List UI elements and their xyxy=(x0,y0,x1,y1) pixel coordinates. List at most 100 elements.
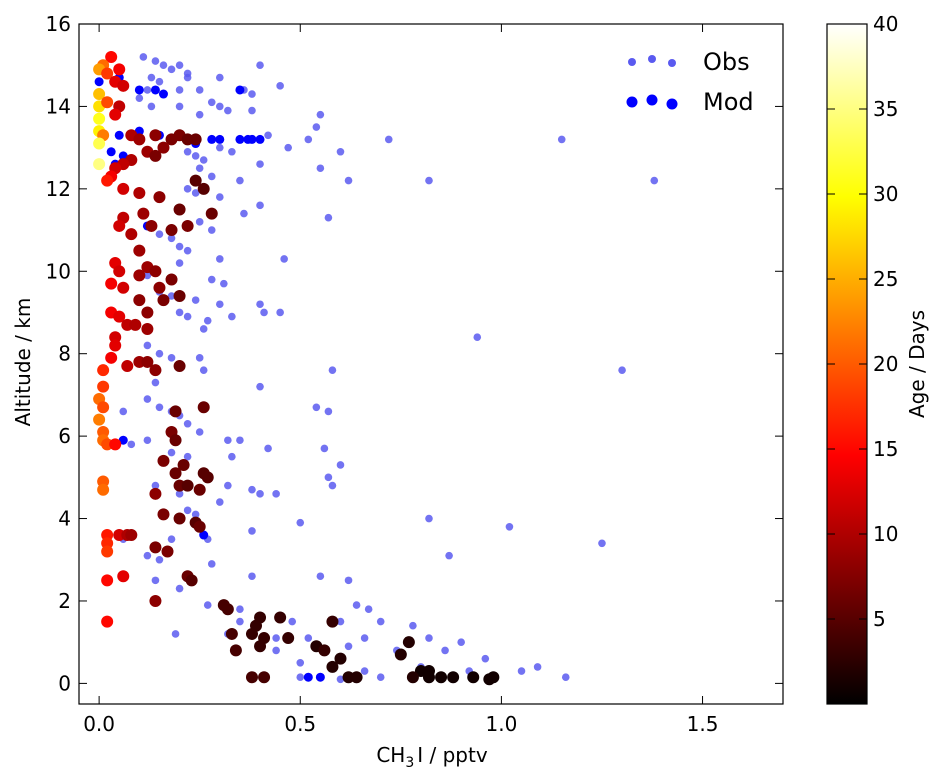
mod-point xyxy=(207,134,217,144)
age-point xyxy=(173,203,186,216)
age-point xyxy=(467,671,480,684)
obs-point xyxy=(191,510,200,519)
obs-point xyxy=(324,473,333,482)
obs-point xyxy=(224,481,232,490)
age-point xyxy=(197,401,210,414)
age-point xyxy=(101,96,114,109)
obs-point xyxy=(207,275,216,284)
obs-point xyxy=(304,135,313,144)
age-point xyxy=(101,545,114,558)
mod-point xyxy=(247,134,257,144)
colorbar-tick-label: 5 xyxy=(873,607,886,631)
obs-point xyxy=(304,634,313,642)
age-point xyxy=(133,294,146,307)
mod-point xyxy=(158,89,168,99)
age-point xyxy=(177,458,190,471)
age-point xyxy=(141,355,154,368)
age-point xyxy=(93,158,106,171)
x-tick-label: 0.5 xyxy=(284,712,316,736)
age-point xyxy=(97,483,110,496)
obs-point xyxy=(425,514,433,523)
plot-frame xyxy=(78,23,784,705)
obs-point xyxy=(216,143,224,152)
obs-point xyxy=(167,292,176,300)
age-point xyxy=(282,632,295,645)
obs-point xyxy=(505,522,514,531)
obs-point xyxy=(344,642,353,651)
obs-point xyxy=(191,152,200,160)
age-point xyxy=(149,364,162,377)
mod-point xyxy=(94,77,104,87)
obs-point xyxy=(425,176,433,185)
obs-point xyxy=(276,82,284,90)
obs-point xyxy=(155,555,164,564)
age-point xyxy=(133,269,146,282)
obs-point xyxy=(183,73,192,82)
age-point xyxy=(149,129,162,142)
obs-point xyxy=(316,164,325,173)
obs-point xyxy=(175,584,184,593)
x-tick-label: 0.0 xyxy=(83,712,115,736)
obs-point xyxy=(384,135,393,144)
age-point xyxy=(334,652,347,665)
obs-point xyxy=(224,436,232,445)
obs-point xyxy=(276,308,284,317)
age-point xyxy=(133,133,146,146)
obs-point xyxy=(147,102,156,111)
mod-point xyxy=(118,435,128,445)
obs-point xyxy=(155,403,164,412)
age-point xyxy=(245,671,258,684)
obs-point xyxy=(224,106,232,115)
y-tick-label: 10 xyxy=(46,259,71,283)
obs-point xyxy=(151,576,160,585)
obs-point xyxy=(264,131,272,140)
y-tick-label: 2 xyxy=(58,589,71,613)
obs-point xyxy=(336,675,345,684)
age-point xyxy=(113,310,126,323)
obs-point xyxy=(159,61,168,70)
age-point xyxy=(101,529,114,542)
age-point xyxy=(326,660,339,673)
obs-point xyxy=(155,230,164,238)
mod-point xyxy=(134,126,144,136)
obs-point xyxy=(256,160,264,168)
age-point xyxy=(483,673,496,686)
obs-point xyxy=(256,490,264,498)
obs-point xyxy=(191,189,200,197)
obs-point xyxy=(143,395,152,403)
obs-point xyxy=(143,271,152,280)
colorbar-tick-label: 10 xyxy=(873,522,898,546)
obs-point xyxy=(183,452,192,461)
age-point xyxy=(93,88,106,101)
obs-point xyxy=(328,481,337,490)
obs-point xyxy=(481,654,490,663)
age-point xyxy=(173,360,186,373)
age-point xyxy=(193,520,206,533)
obs-point xyxy=(167,234,176,243)
obs-point xyxy=(248,572,256,581)
age-point xyxy=(93,112,106,125)
obs-point xyxy=(119,407,128,416)
obs-point xyxy=(517,667,526,675)
mod-point xyxy=(235,85,245,95)
legend-obs-marker-2 xyxy=(648,55,656,63)
age-point xyxy=(109,331,122,344)
mod-point xyxy=(150,85,160,95)
x-axis-label: CH3 I / pptv xyxy=(376,743,488,771)
obs-point xyxy=(183,185,192,193)
obs-point xyxy=(336,617,345,626)
obs-point xyxy=(557,135,566,144)
age-point xyxy=(157,294,170,307)
obs-point xyxy=(256,201,264,210)
obs-point xyxy=(256,382,264,391)
obs-point xyxy=(296,658,305,667)
obs-point xyxy=(167,65,176,74)
age-point xyxy=(113,63,126,76)
obs-point xyxy=(127,440,136,449)
obs-point xyxy=(167,354,176,362)
obs-point xyxy=(155,77,164,86)
age-point xyxy=(149,149,162,162)
obs-point xyxy=(175,86,184,94)
age-point xyxy=(105,50,118,63)
